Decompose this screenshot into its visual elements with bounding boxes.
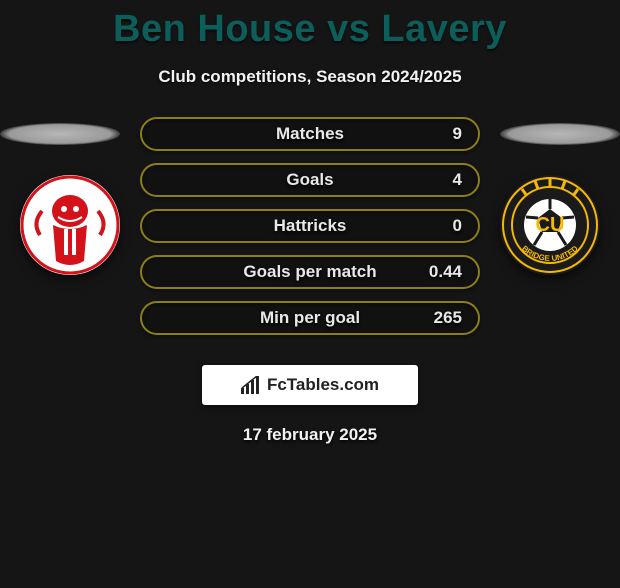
club-badge-right-letters: CU <box>536 214 565 236</box>
comparison-stage: CU BRIDGE UNITED Matches9 Goals4 Hattricks… <box>0 117 620 347</box>
footer-date: 17 february 2025 <box>0 425 620 445</box>
comparison-subtitle: Club competitions, Season 2024/2025 <box>0 67 620 87</box>
stat-label: Goals <box>142 165 478 195</box>
stat-value: 0 <box>453 211 462 241</box>
club-badge-right-svg: CU BRIDGE UNITED <box>500 175 600 275</box>
stat-list: Matches9Goals4Hattricks0Goals per match0… <box>140 117 480 347</box>
player-shadow-left <box>0 123 120 145</box>
club-badge-left <box>20 175 120 275</box>
brand-text: FcTables.com <box>267 375 379 395</box>
stat-label: Matches <box>142 119 478 149</box>
stat-value: 9 <box>453 119 462 149</box>
stat-row: Hattricks0 <box>140 209 480 243</box>
comparison-title: Ben House vs Lavery <box>0 8 620 51</box>
stat-row: Goals per match0.44 <box>140 255 480 289</box>
bar-chart-icon <box>241 376 261 394</box>
stat-row: Matches9 <box>140 117 480 151</box>
stat-label: Hattricks <box>142 211 478 241</box>
stat-value: 265 <box>434 303 462 333</box>
stat-label: Min per goal <box>142 303 478 333</box>
stat-value: 0.44 <box>429 257 462 287</box>
stat-label: Goals per match <box>142 257 478 287</box>
stat-row: Min per goal265 <box>140 301 480 335</box>
club-badge-right: CU BRIDGE UNITED <box>500 175 600 275</box>
player-shadow-right <box>500 123 620 145</box>
club-badge-left-svg <box>20 175 120 275</box>
stat-value: 4 <box>453 165 462 195</box>
brand-box[interactable]: FcTables.com <box>202 365 418 405</box>
stat-row: Goals4 <box>140 163 480 197</box>
